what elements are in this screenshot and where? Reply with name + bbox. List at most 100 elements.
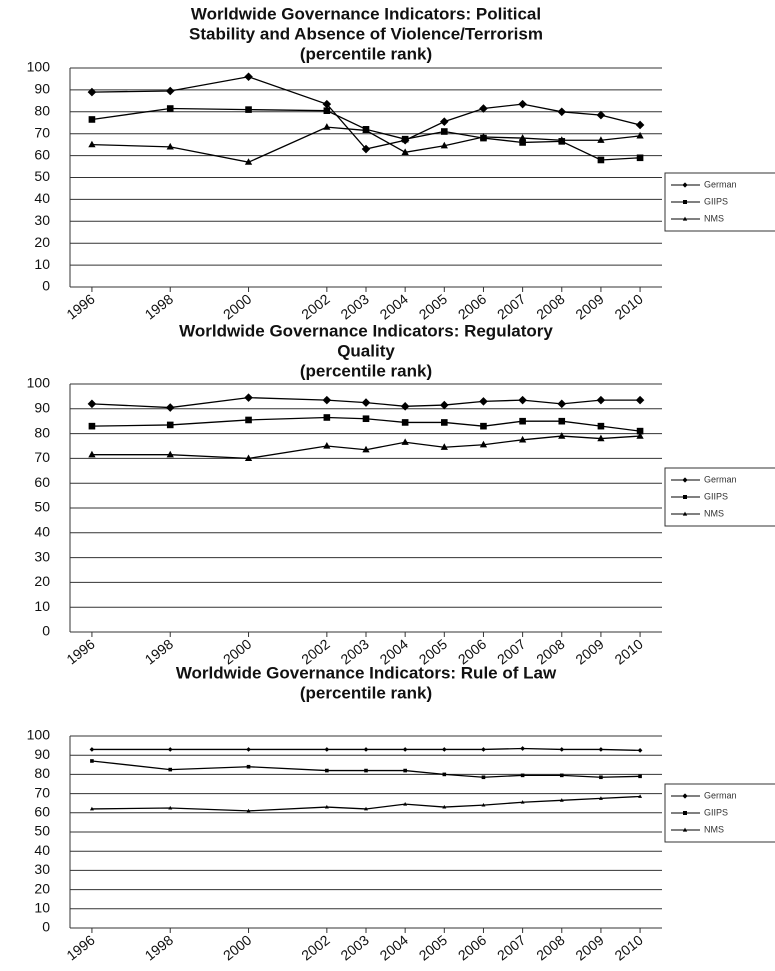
data-point: [557, 107, 567, 117]
y-tick-label: 80: [34, 765, 50, 781]
data-point: [244, 158, 253, 165]
data-point: [166, 421, 174, 429]
data-point: [362, 415, 370, 423]
data-point: [323, 107, 331, 115]
chart-title: Stability and Absence of Violence/Terror…: [189, 24, 543, 43]
data-point: [244, 454, 253, 462]
data-point: [559, 747, 565, 752]
legend-marker: [682, 182, 688, 188]
data-point: [323, 442, 331, 449]
legend-label: GIIPS: [704, 491, 728, 501]
y-tick-label: 70: [34, 124, 50, 140]
legend-label: German: [704, 790, 737, 800]
y-tick-label: 60: [34, 804, 50, 820]
data-point: [166, 450, 174, 458]
data-point: [88, 422, 96, 430]
legend-marker: [682, 827, 688, 832]
data-point: [481, 775, 486, 780]
legend: German GIIPS NMS: [664, 467, 775, 527]
data-point: [361, 398, 371, 407]
data-point: [88, 116, 96, 123]
chart-subtitle: (percentile rank): [300, 683, 432, 702]
legend-marker: [683, 200, 687, 204]
x-tick-label: 2004: [377, 291, 412, 323]
data-point: [166, 142, 174, 150]
x-tick-label: 1996: [63, 932, 98, 964]
series-line: [91, 76, 641, 150]
y-tick-label: 100: [27, 727, 51, 743]
data-point: [401, 419, 409, 426]
data-point: [557, 399, 567, 409]
y-tick-label: 10: [34, 256, 50, 272]
data-point: [558, 432, 566, 439]
data-point: [481, 802, 486, 807]
legend-label: GIIPS: [704, 807, 728, 817]
data-point: [244, 72, 253, 82]
x-tick-label: 2007: [494, 291, 529, 323]
data-point: [166, 105, 174, 112]
legend: German GIIPS NMS: [664, 172, 775, 232]
data-point: [401, 135, 409, 143]
data-point: [245, 416, 252, 424]
data-point: [599, 775, 603, 780]
data-point: [441, 747, 447, 752]
data-point: [597, 434, 605, 442]
data-point: [323, 123, 331, 130]
x-tick-label: 1998: [142, 291, 177, 323]
data-point: [325, 768, 329, 773]
data-point: [403, 768, 407, 773]
data-point: [596, 110, 606, 120]
data-point: [401, 438, 409, 445]
series-line: [91, 747, 641, 752]
data-point: [520, 773, 525, 778]
x-tick-label: 2009: [572, 932, 607, 964]
data-point: [559, 773, 564, 778]
legend-label: German: [704, 179, 737, 189]
y-tick-label: 80: [34, 424, 50, 440]
chart-title: Worldwide Governance Indicators: Regulat…: [179, 321, 553, 340]
data-point: [636, 154, 644, 162]
data-point: [636, 427, 644, 435]
series-line: [91, 416, 641, 432]
data-point: [441, 128, 448, 135]
chart-subtitle: (percentile rank): [300, 44, 432, 63]
y-tick-label: 50: [34, 168, 50, 184]
y-tick-label: 80: [34, 103, 50, 119]
y-tick-label: 20: [34, 573, 50, 589]
x-tick-label: 2003: [337, 932, 372, 964]
y-tick-label: 90: [34, 746, 50, 762]
data-point: [400, 402, 410, 411]
data-point: [518, 99, 527, 109]
data-point: [322, 395, 332, 405]
y-tick-label: 50: [34, 499, 50, 515]
x-tick-label: 2003: [337, 291, 372, 323]
data-point: [245, 106, 252, 113]
y-tick-label: 30: [34, 212, 50, 228]
series-line: [91, 396, 641, 409]
data-point: [442, 772, 447, 777]
y-tick-label: 50: [34, 823, 50, 839]
legend-marker: [683, 811, 687, 815]
data-point: [558, 136, 566, 143]
x-tick-label: 2009: [572, 636, 607, 668]
y-tick-label: 0: [42, 919, 50, 935]
data-point: [520, 746, 525, 751]
y-tick-label: 40: [34, 190, 50, 206]
data-point: [322, 99, 332, 109]
x-tick-label: 1998: [142, 932, 177, 964]
y-tick-label: 70: [34, 784, 50, 800]
data-point: [479, 104, 488, 113]
data-point: [520, 800, 525, 804]
data-point: [597, 422, 605, 430]
data-point: [598, 747, 604, 752]
data-point: [323, 414, 331, 421]
x-tick-label: 2000: [220, 932, 255, 964]
data-point: [518, 134, 527, 141]
x-tick-label: 2002: [298, 932, 333, 964]
data-point: [481, 747, 486, 752]
data-point: [637, 748, 643, 753]
data-point: [362, 445, 370, 453]
data-point: [167, 747, 173, 752]
y-tick-label: 60: [34, 146, 50, 162]
series-line: [91, 435, 641, 460]
